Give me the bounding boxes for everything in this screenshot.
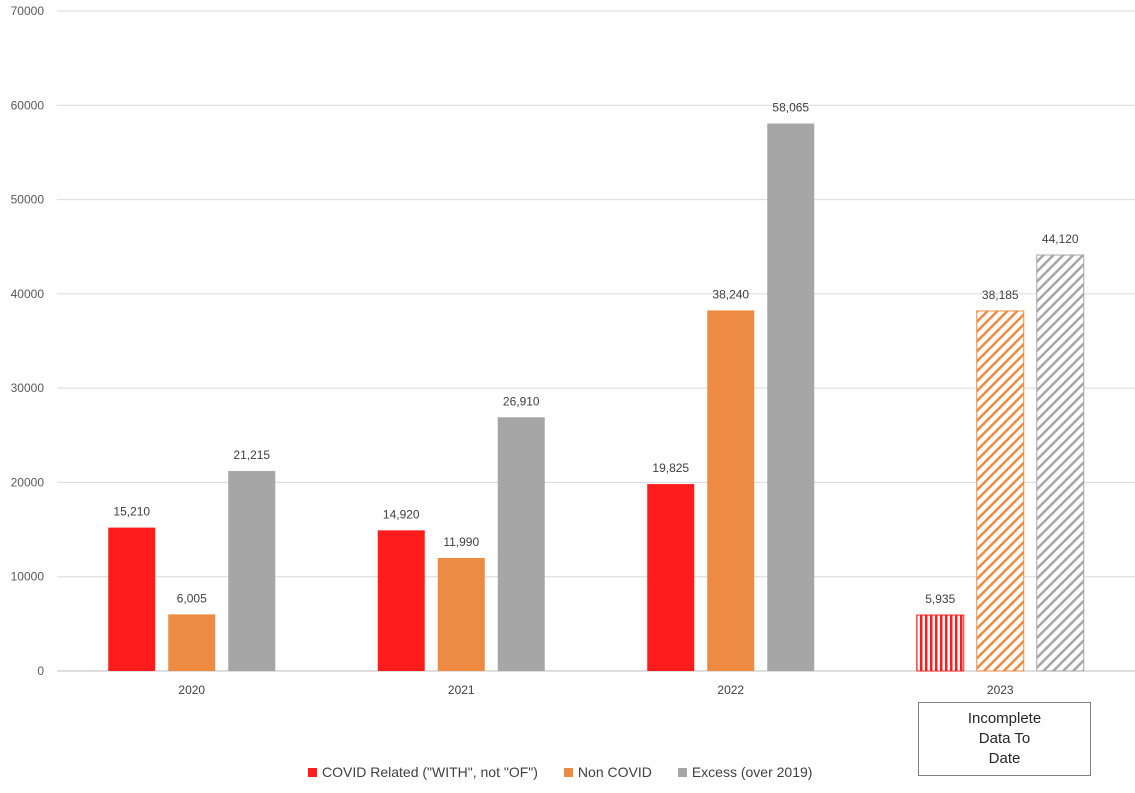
data-label-excess-2023: 44,120 [1042, 232, 1079, 246]
y-tick-label: 70000 [11, 4, 45, 18]
bar-covid-2022 [647, 484, 695, 671]
data-label-non-covid-2021: 11,990 [443, 535, 479, 549]
data-label-covid-2023: 5,935 [925, 592, 955, 606]
y-tick-label: 50000 [11, 193, 45, 207]
bar-excess-2022 [767, 123, 815, 671]
bar-non-covid-2023 [976, 310, 1025, 672]
legend-item-non-covid: Non COVID [563, 764, 652, 780]
bar-excess-2023 [1036, 254, 1085, 672]
bars [108, 123, 1085, 672]
bar-covid-2023 [916, 614, 965, 672]
x-tick-label-2021: 2021 [448, 683, 475, 697]
legend-label-covid: COVID Related ("WITH", not "OF") [322, 764, 538, 780]
y-tick-label: 30000 [11, 381, 45, 395]
data-label-non-covid-2020: 6,005 [177, 591, 207, 605]
data-label-non-covid-2023: 38,185 [982, 288, 1019, 302]
data-label-excess-2020: 21,215 [233, 448, 270, 462]
y-tick-label: 40000 [11, 287, 45, 301]
data-label-covid-2021: 14,920 [383, 507, 420, 521]
bar-non-covid-2020 [168, 614, 216, 671]
annotation-incomplete-data: Incomplete Data To Date [918, 702, 1091, 776]
data-label-non-covid-2022: 38,240 [712, 287, 749, 301]
y-tick-label: 20000 [11, 475, 45, 489]
x-tick-label-2022: 2022 [717, 683, 744, 697]
x-tick-label-2023: 2023 [987, 683, 1014, 697]
legend-label-excess: Excess (over 2019) [691, 764, 813, 780]
bar-non-covid-2022 [707, 310, 755, 671]
data-labels: 15,210 6,005 21,215 14,920 11,990 26,910 19,82… [113, 101, 1079, 607]
legend-swatch-covid [308, 767, 317, 777]
data-label-covid-2022: 19,825 [652, 461, 689, 475]
y-tick-label: 60000 [11, 98, 45, 112]
legend-swatch-excess [677, 767, 687, 777]
legend-label-non-covid: Non COVID [577, 764, 652, 780]
data-label-excess-2021: 26,910 [503, 394, 540, 408]
data-label-covid-2020: 15,210 [113, 505, 150, 519]
legend-swatch-non-covid [563, 767, 573, 777]
bar-non-covid-2021 [437, 557, 485, 671]
y-axis-tick-labels: 0 10000 20000 30000 40000 50000 60000 70000 [11, 4, 45, 678]
x-axis-category-labels: 2020 2021 2022 2023 [178, 683, 1014, 697]
bar-excess-2021 [497, 417, 545, 671]
bar-excess-2020 [228, 470, 276, 671]
legend: COVID Related ("WITH", not "OF") Non COV… [308, 762, 812, 782]
legend-item-excess: Excess (over 2019) [677, 764, 813, 780]
y-tick-label: 0 [37, 664, 44, 678]
gridlines [57, 10, 1135, 672]
bar-covid-2021 [377, 530, 425, 671]
data-label-excess-2022: 58,065 [772, 101, 809, 115]
legend-item-covid: COVID Related ("WITH", not "OF") [308, 764, 538, 780]
y-tick-label: 10000 [11, 570, 45, 584]
bar-covid-2020 [108, 527, 156, 671]
x-tick-label-2020: 2020 [178, 683, 205, 697]
